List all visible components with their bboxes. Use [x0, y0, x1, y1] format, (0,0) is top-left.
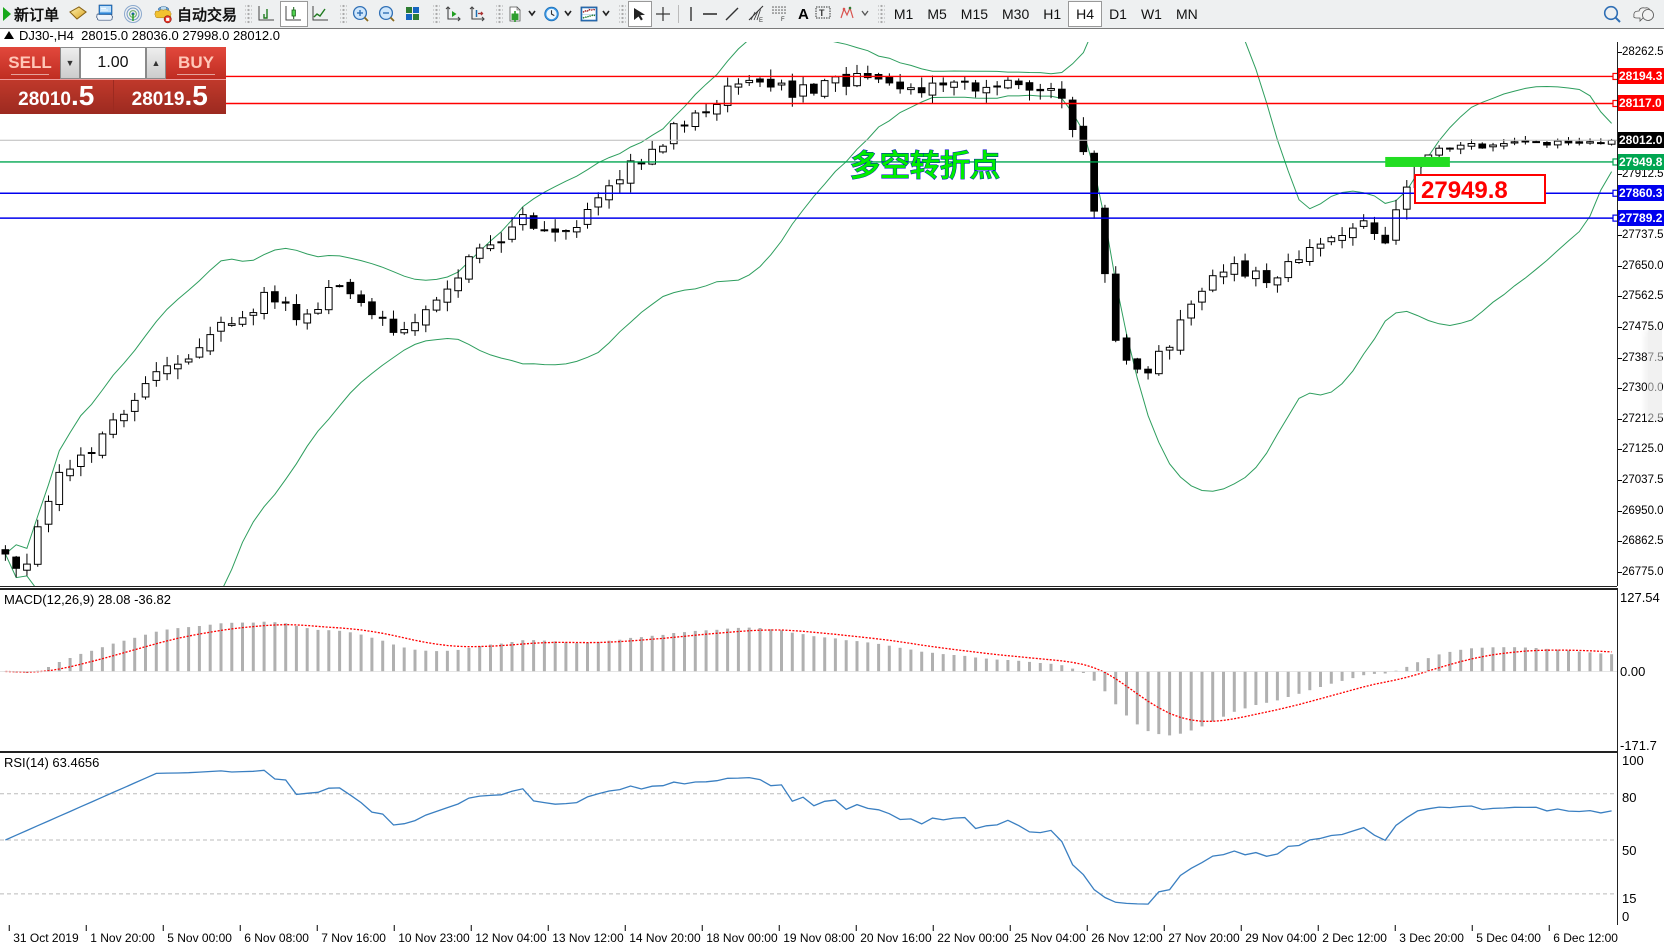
- svg-text:27949.8: 27949.8: [1421, 177, 1508, 204]
- svg-text:F: F: [781, 17, 785, 22]
- svg-text:T: T: [819, 8, 825, 18]
- svg-text:E: E: [759, 18, 763, 23]
- svg-text:多空转折点: 多空转折点: [850, 150, 1000, 183]
